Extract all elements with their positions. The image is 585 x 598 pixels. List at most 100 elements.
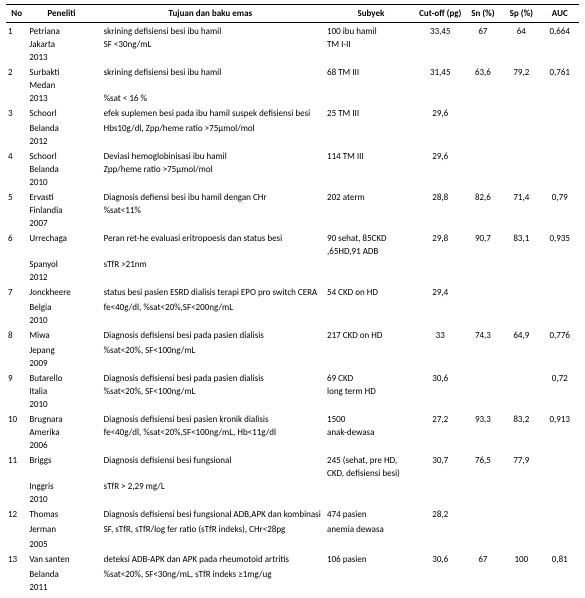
cell: deteksi ADB-APK dan APK pada rheumotoid … [96, 551, 325, 566]
cell [6, 439, 27, 452]
cell [325, 344, 417, 357]
cell: 2010 [27, 398, 95, 411]
cell [6, 398, 27, 411]
cell [502, 467, 540, 480]
header-sn: Sn (%) [464, 5, 502, 23]
cell: Petriana [27, 23, 95, 39]
table-row: 5ErvastiDiagnosis defiensi besi ibu hami… [6, 189, 579, 204]
table-row: 2010 [6, 493, 579, 506]
cell [325, 217, 417, 230]
cell [464, 385, 502, 398]
cell [325, 398, 417, 411]
cell [541, 480, 579, 493]
cell: anemia dewasa [325, 523, 417, 536]
cell [464, 493, 502, 506]
cell [417, 38, 464, 51]
cell: 82,6 [464, 189, 502, 204]
cell [6, 217, 27, 230]
table-row: 3Schoorlefek suplemen besi pada ibu hami… [6, 105, 579, 120]
cell: 30,6 [417, 370, 464, 385]
cell [502, 105, 540, 120]
cell: Belanda [27, 163, 95, 176]
table-row: 9ButarelloDiagnosis defisiensi besi pada… [6, 370, 579, 385]
cell [6, 245, 27, 258]
cell [417, 245, 464, 258]
cell: SF <30ng/mL [96, 38, 325, 51]
cell: 1 [6, 23, 27, 39]
table-row: 8MiwaDiagnosis defisiensi besi pada pasi… [6, 327, 579, 342]
cell: Diagnosis defisiensi besi pada pasien di… [96, 327, 325, 342]
cell: Schoorl [27, 148, 95, 163]
cell: SF, sTfR, sTfR/log fer ratio (sTfR indek… [96, 523, 325, 536]
table-row: 6UrrechagaPeran ret-he evaluasi eritropo… [6, 230, 579, 245]
cell: 1500 [325, 411, 417, 426]
cell: 2005 [27, 538, 95, 551]
cell [502, 523, 540, 536]
cell [464, 301, 502, 314]
header-cutoff: Cut-off (pg) [417, 5, 464, 23]
cell: 33,45 [417, 23, 464, 39]
cell [6, 523, 27, 536]
table-row: Finlandia%sat<11% [6, 204, 579, 217]
cell: Briggs [27, 452, 95, 467]
cell: 0,664 [541, 23, 579, 39]
cell: 29,8 [417, 230, 464, 245]
cell [417, 314, 464, 327]
cell [541, 51, 579, 64]
cell [6, 258, 27, 271]
cell: fe<40g/dl, %sat<20%,SF<100ng/mL, Hb<11g/… [96, 426, 325, 439]
cell [96, 357, 325, 370]
cell [541, 467, 579, 480]
cell: Jerman [27, 523, 95, 536]
cell [541, 148, 579, 163]
cell [464, 105, 502, 120]
cell [464, 284, 502, 299]
cell: 2010 [27, 176, 95, 189]
cell [325, 493, 417, 506]
cell [6, 426, 27, 439]
table-row: BelandaZpp/heme ratio >75µmol/mol [6, 163, 579, 176]
cell: 11 [6, 452, 27, 467]
cell [325, 568, 417, 581]
cell: 63,6 [464, 64, 502, 79]
cell [502, 271, 540, 284]
cell: 2013 [27, 51, 95, 64]
cell: Jonckheere [27, 284, 95, 299]
cell: 9 [6, 370, 27, 385]
cell [417, 163, 464, 176]
cell: Inggris [27, 480, 95, 493]
cell [502, 426, 540, 439]
cell [96, 439, 325, 452]
cell [417, 568, 464, 581]
cell [541, 38, 579, 51]
cell [464, 245, 502, 258]
table-row: JermanSF, sTfR, sTfR/log fer ratio (sTfR… [6, 523, 579, 536]
cell: 4 [6, 148, 27, 163]
table-row: 4SchoorlDeviasi hemoglobinisasi ibu hami… [6, 148, 579, 163]
cell: 6 [6, 230, 27, 245]
cell [464, 538, 502, 551]
cell: %sat<11% [96, 204, 325, 217]
cell [464, 467, 502, 480]
table-row: 2012 [6, 135, 579, 148]
cell [464, 204, 502, 217]
cell: Schoorl [27, 105, 95, 120]
cell [541, 217, 579, 230]
cell [502, 258, 540, 271]
table-row: ,65HD,91 ADB [6, 245, 579, 258]
cell [96, 467, 325, 480]
cell: 71,4 [502, 189, 540, 204]
cell [502, 79, 540, 92]
cell: 54 CKD on HD [325, 284, 417, 299]
cell [541, 163, 579, 176]
cell [541, 245, 579, 258]
cell: 79,2 [502, 64, 540, 79]
cell [464, 523, 502, 536]
cell [417, 523, 464, 536]
cell [6, 568, 27, 581]
cell [464, 176, 502, 189]
cell [6, 344, 27, 357]
cell: 64 [502, 23, 540, 39]
cell: 67 [464, 23, 502, 39]
cell: skrining defisiensi besi ibu hamil [96, 23, 325, 39]
